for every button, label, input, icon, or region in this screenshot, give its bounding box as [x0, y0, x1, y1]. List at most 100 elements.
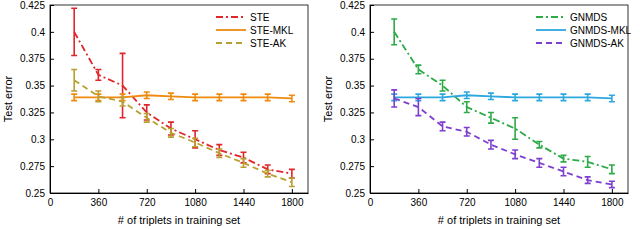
legend-swatch	[536, 29, 566, 31]
tick-mark	[418, 189, 419, 193]
legend-label: STE-AK	[250, 38, 286, 49]
legend-label: GNMDS-AK	[570, 38, 624, 49]
error-bar	[609, 165, 615, 174]
error-bar	[585, 156, 591, 167]
error-bar	[168, 93, 174, 99]
tick-label: 720	[459, 197, 476, 208]
tick-mark	[244, 189, 245, 193]
tick-mark	[370, 32, 374, 33]
plot-area	[71, 8, 295, 186]
y-axis: 0.250.2750.30.3250.350.3750.40.425	[340, 0, 374, 199]
error-bar	[120, 53, 126, 117]
tick-label: 0	[368, 197, 374, 208]
error-bar	[71, 69, 77, 90]
legend-box	[212, 9, 304, 52]
panel: 03607201080144018000.250.2750.30.3250.35…	[2, 0, 309, 226]
axis-line	[51, 193, 309, 194]
tick-label: 0.275	[340, 161, 365, 172]
tick: 0.325	[20, 107, 54, 118]
legend-label: STE	[250, 12, 270, 23]
error-bar	[192, 131, 198, 148]
error-bar	[168, 129, 174, 138]
legend-swatch	[536, 16, 566, 18]
tick: 720	[459, 189, 476, 208]
series-line	[74, 80, 292, 182]
error-bar	[536, 94, 542, 100]
tick-label: 0	[48, 197, 54, 208]
tick-mark	[50, 59, 54, 60]
figure: 0 360 720 1080 1440 1800 0.25 0.275 0.3 0.325 0.35…	[0, 0, 640, 229]
tick-mark	[50, 86, 54, 87]
error-bar	[609, 95, 615, 101]
tick-label: 0.35	[346, 80, 366, 91]
error-bar	[71, 8, 77, 55]
tick-mark	[515, 189, 516, 193]
series-line	[394, 98, 612, 184]
tick-label: 0.3	[31, 134, 45, 145]
legend-swatch	[536, 42, 566, 44]
error-bar	[536, 159, 542, 168]
error-bar	[95, 91, 101, 102]
tick: 0.25	[346, 188, 374, 199]
legend: GNMDSGNMDS-MKLGNMDS-AK	[532, 9, 632, 52]
tick-label: 1800	[281, 197, 304, 208]
tick-mark	[370, 59, 374, 60]
error-bar	[440, 80, 446, 91]
tick-label: 0.25	[346, 188, 366, 199]
error-bar	[488, 93, 494, 99]
error-bar	[512, 118, 518, 139]
axis-line	[371, 193, 629, 194]
tick: 1080	[185, 189, 208, 208]
error-bar	[71, 94, 77, 100]
error-bar	[585, 94, 591, 100]
error-bar	[464, 127, 470, 136]
error-bar	[265, 170, 271, 176]
tick-mark	[612, 189, 613, 193]
error-bar	[216, 149, 222, 158]
error-bar	[144, 114, 150, 123]
tick: 0.325	[340, 107, 374, 118]
legend-label: GNMDS-MKL	[570, 25, 632, 36]
tick: 0.4	[31, 27, 54, 38]
error-bar	[415, 65, 421, 74]
tick: 360	[91, 189, 108, 208]
tick-mark	[50, 5, 54, 6]
tick: 1800	[601, 189, 624, 208]
tick-mark	[147, 189, 148, 193]
error-bar	[488, 140, 494, 149]
x-axis: 0360720108014401800	[368, 189, 629, 208]
error-bar	[415, 98, 421, 115]
tick-label: 360	[411, 197, 428, 208]
tick-label: 1800	[601, 197, 624, 208]
tick-label: 720	[139, 197, 156, 208]
tick: 0.4	[351, 27, 374, 38]
tick: 0.25	[26, 188, 54, 199]
tick-mark	[50, 193, 54, 194]
error-bar	[192, 138, 198, 147]
tick-label: 0.425	[340, 0, 365, 11]
tick-label: 1080	[505, 197, 528, 208]
tick: 0.425	[20, 0, 54, 11]
tick-mark	[370, 86, 374, 87]
series-line	[74, 32, 292, 174]
tick: 0.35	[346, 80, 374, 91]
tick-label: 360	[91, 197, 108, 208]
tick-mark	[195, 189, 196, 193]
plot-frame	[50, 5, 308, 193]
tick-mark	[564, 189, 565, 193]
tick-label: 0.325	[340, 107, 365, 118]
error-bar	[265, 94, 271, 100]
y-axis-title: Test error	[2, 75, 14, 122]
y-axis: 0.250.2750.30.3250.350.3750.40.425	[20, 0, 54, 199]
error-bar	[464, 102, 470, 113]
tick-label: 0.4	[351, 27, 365, 38]
error-bar	[391, 90, 397, 107]
tick-label: 1440	[233, 197, 256, 208]
tick: 360	[411, 189, 428, 208]
legend-swatch	[216, 29, 246, 31]
error-bar	[241, 159, 247, 168]
tick-mark	[467, 189, 468, 193]
legend-swatch	[216, 16, 246, 18]
axis-line	[50, 6, 51, 194]
error-bar	[585, 177, 591, 183]
